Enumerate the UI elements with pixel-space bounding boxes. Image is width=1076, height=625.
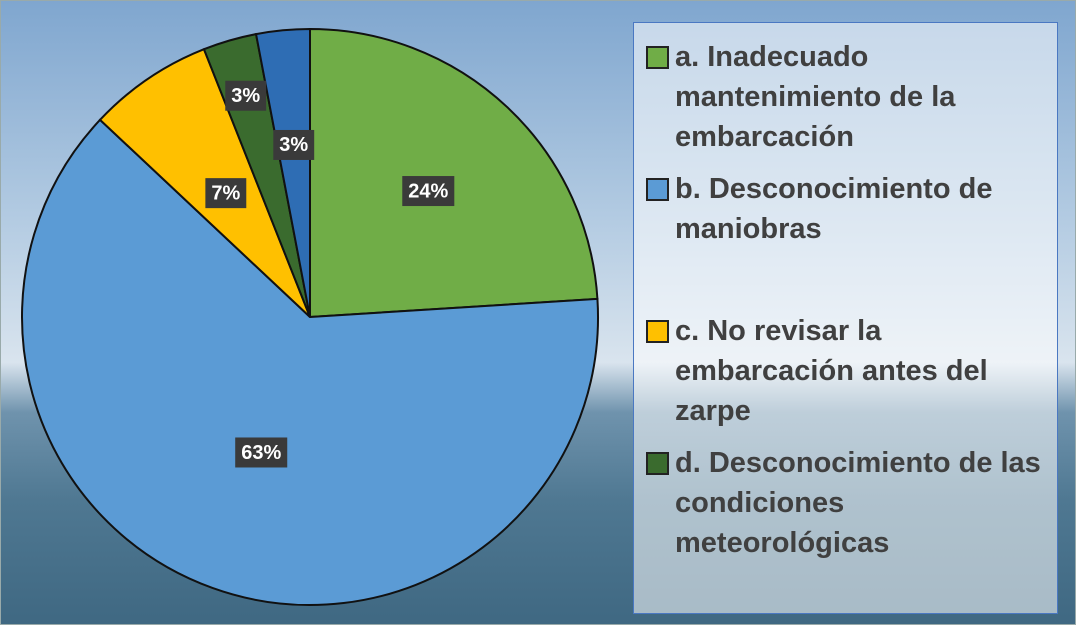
pie-slice (310, 29, 597, 317)
data-label-group: 63% (235, 437, 287, 467)
legend: a. Inadecuado mantenimiento de la embarc… (633, 22, 1058, 614)
legend-item: d. Desconocimiento de las condiciones me… (646, 443, 1047, 563)
data-label: 3% (279, 134, 308, 156)
data-label: 7% (211, 182, 240, 204)
legend-label: d. Desconocimiento de las condiciones me… (675, 443, 1047, 563)
data-label-group: 3% (273, 130, 314, 160)
legend-label: b. Desconocimiento de maniobras (675, 169, 1047, 249)
legend-label: c. No revisar la embarcación antes del z… (675, 311, 1047, 431)
data-label: 63% (241, 442, 281, 464)
legend-item: c. No revisar la embarcación antes del z… (646, 311, 1047, 431)
legend-swatch (646, 178, 669, 201)
data-label-group: 3% (225, 81, 266, 111)
data-label-group: 24% (402, 176, 454, 206)
chart: 24% 63% 7% 3% 3% a. Inadecuado mantenimiento… (0, 0, 1076, 625)
legend-swatch (646, 320, 669, 343)
legend-label: a. Inadecuado mantenimiento de la embarc… (675, 37, 1047, 157)
legend-item: b. Desconocimiento de maniobras (646, 169, 1047, 249)
legend-swatch (646, 452, 669, 475)
legend-swatch (646, 46, 669, 69)
data-label: 3% (231, 85, 260, 107)
data-label: 24% (408, 180, 448, 202)
data-label-group: 7% (205, 178, 246, 208)
legend-item: a. Inadecuado mantenimiento de la embarc… (646, 37, 1047, 157)
